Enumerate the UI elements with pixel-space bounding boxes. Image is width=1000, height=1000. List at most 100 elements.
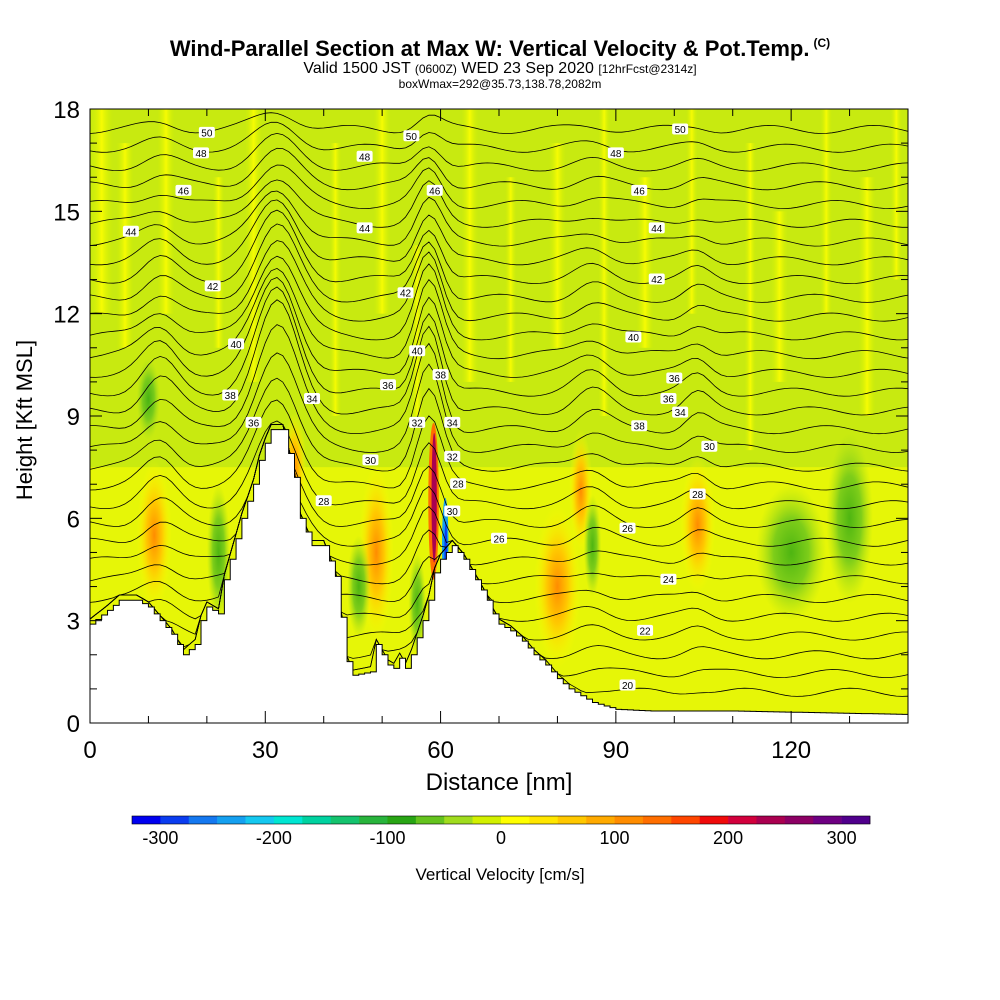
y-tick-label: 3 [67,609,80,636]
contour-label: 30 [704,442,716,453]
field-streak [890,109,903,280]
isentrope [90,132,908,172]
colorbar-tick-label: -200 [256,828,292,848]
contour-label: 36 [248,418,260,429]
contour-label-bg [660,392,677,404]
field-streak [329,143,342,416]
isentrope [90,424,908,528]
contour-labels: 50 50 50 48 48 48 46 46 46 44 44 44 42 42 42 40 40 40 38 38… [122,123,718,692]
field-streak [548,143,567,348]
contour-label-bg [204,280,221,292]
colorbar-frame [131,815,871,825]
isentrope [90,112,908,134]
y-tick-label: 15 [53,199,80,226]
contour-label-bg [397,287,414,299]
isentrope [90,377,908,472]
x-tick-label: 60 [427,737,454,764]
contour-label-bg [637,624,654,636]
contour-label-bg [701,440,718,452]
y-tick-label: 0 [67,711,80,738]
contour-label: 50 [201,128,213,139]
field-streak [598,109,611,416]
downdraft-region [756,484,827,621]
contour-label-bg [444,416,461,428]
y-tick-label: 6 [67,506,80,533]
colorbar-swatch [217,816,246,824]
colorbar [131,815,871,825]
chart-title: Wind-Parallel Section at Max W: Vertical… [0,36,1000,62]
isentrope [90,199,908,266]
colorbar-tick-label: -100 [369,828,405,848]
colorbar-tick-label: 0 [496,828,506,848]
isentrope [90,424,908,585]
chart-title-text: Wind-Parallel Section at Max W: Vertical… [169,36,810,61]
contour-label: 26 [493,534,505,545]
contour-label: 34 [306,394,318,405]
colorbar-swatch [784,816,814,824]
updraft-core [534,504,581,669]
downdraft-region [136,358,161,440]
colorbar-swatch [841,816,871,824]
contour-label-bg [648,222,665,234]
isentrope [90,424,908,566]
contour-label-bg [648,273,665,285]
chart-subtitle: Valid 1500 JST (0600Z) WED 23 Sep 2020 [… [0,60,1000,78]
colorbar-swatch [444,816,473,824]
contour-label-bg [619,679,636,691]
contour-label: 36 [663,394,675,405]
updraft-core [680,456,716,594]
colorbar-swatch [756,816,786,824]
forecast-info: [12hrFcst@2314z] [598,62,697,76]
field-streak [244,109,263,382]
isentrope [90,324,908,435]
colorbar-swatch [160,816,190,824]
isentrope [90,420,908,510]
contour-label-bg [607,147,624,159]
x-tick-label: 90 [603,737,630,764]
contour-label-bg [491,532,507,544]
contour-label: 28 [318,497,330,508]
contour-label: 32 [412,418,424,429]
colorbar-swatch [671,816,700,824]
contour-label: 50 [406,132,418,143]
updraft-core [136,460,172,611]
x-tick-label: 30 [252,737,279,764]
contour-label: 38 [225,391,237,402]
downdraft-region [347,535,371,638]
contour-label: 26 [622,524,634,535]
contour-label: 48 [359,152,371,163]
contour-label: 40 [231,340,243,351]
isentrope [90,121,908,153]
field-streak [373,109,391,314]
contour-label-bg [403,130,420,142]
colorbar-swatch [501,816,530,824]
contour-label-bg [409,416,426,428]
contour-label-bg [444,450,461,462]
contour-label-bg [444,505,461,517]
utc-time: (0600Z) [414,62,457,76]
colorbar-tick-label: -300 [142,828,178,848]
y-tick-labels: 0 3 6 9 12 15 18 [53,97,80,738]
colorbar-swatch [415,816,445,824]
downdraft-region [826,433,873,604]
contour-label: 32 [447,452,459,463]
contour-label: 30 [447,507,459,518]
isentrope [90,352,908,453]
contour-label: 36 [382,381,394,392]
isentrope [90,255,908,341]
field-streak [770,211,789,382]
field-streak [411,245,424,416]
contour-label-bg [450,478,467,490]
contour-label: 28 [692,490,704,501]
copyright-mark: (C) [813,36,831,50]
contour-label: 42 [651,275,663,286]
colorbar-swatch [586,816,615,824]
colorbar-swatch [472,816,502,824]
downdraft-region [408,552,426,655]
contour-label-bg [362,454,379,466]
contour-label-bg [619,522,636,534]
field-streak [858,177,876,416]
field-streak [744,143,757,451]
contour-label-bg [193,147,210,159]
